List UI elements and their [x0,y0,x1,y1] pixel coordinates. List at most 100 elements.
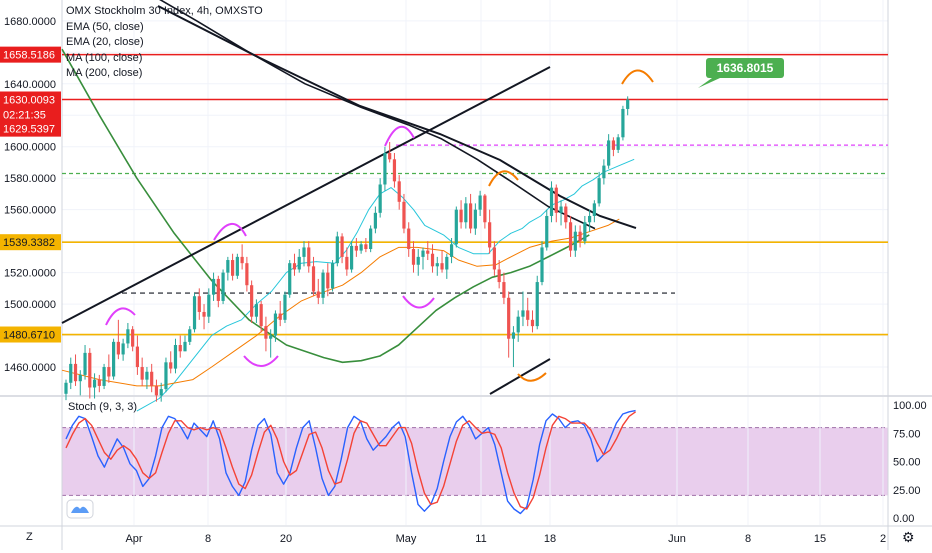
candle-up[interactable] [145,371,149,380]
candle-up[interactable] [226,260,230,273]
candle-up[interactable] [473,209,477,229]
candle-down[interactable] [507,297,511,339]
candle-down[interactable] [411,249,416,265]
candle-up[interactable] [359,244,363,251]
candle-down[interactable] [107,367,111,377]
candle-down[interactable] [354,245,358,251]
candle-down[interactable] [264,326,268,339]
candle-up[interactable] [435,263,439,267]
candle-down[interactable] [73,363,78,382]
candle-up[interactable] [254,304,258,317]
candle-down[interactable] [483,195,487,223]
candle-up[interactable] [350,245,354,270]
candle-up[interactable] [540,247,544,283]
candle-up[interactable] [592,203,596,216]
trendline-rising[interactable] [61,66,551,324]
candle-down[interactable] [430,253,435,267]
candle-down[interactable] [488,222,492,248]
candle-up[interactable] [235,256,239,276]
candle-down[interactable] [554,187,558,213]
candle-down[interactable] [564,206,568,223]
candle-up[interactable] [373,212,377,229]
candle-up[interactable] [192,296,197,330]
candle-up[interactable] [445,256,449,270]
candle-down[interactable] [140,367,144,380]
candle-down[interactable] [307,247,311,267]
candle-down[interactable] [240,256,244,264]
candle-down[interactable] [502,282,506,298]
candle-down[interactable] [278,313,282,320]
candle-up[interactable] [449,244,454,257]
candle-down[interactable] [316,291,320,298]
candle-down[interactable] [426,250,430,254]
candle-up[interactable] [378,184,382,213]
ema-50-line[interactable] [61,218,620,387]
candle-down[interactable] [202,311,206,317]
candle-up[interactable] [583,222,587,242]
candle-down[interactable] [364,244,368,250]
candle-up[interactable] [297,256,301,270]
stoch-d-line[interactable] [65,411,637,510]
arc-magenta-4[interactable] [384,125,415,147]
candle-up[interactable] [92,379,97,388]
candle-up[interactable] [221,272,225,301]
candle-down[interactable] [459,209,463,223]
candle-up[interactable] [626,99,630,109]
candle-up[interactable] [535,282,539,327]
candle-down[interactable] [131,329,135,347]
candle-down[interactable] [407,228,411,250]
candle-down[interactable] [397,181,401,202]
candle-up[interactable] [330,263,335,289]
candle-up[interactable] [188,329,192,342]
candle-up[interactable] [102,367,106,386]
candle-up[interactable] [283,294,287,320]
candle-down[interactable] [497,269,501,283]
settings-icon[interactable]: ⚙ [902,529,915,545]
candle-up[interactable] [421,250,425,257]
candle-up[interactable] [121,343,125,355]
candle-up[interactable] [545,215,549,248]
arc-magenta-2[interactable] [213,223,247,241]
candle-up[interactable] [559,206,563,213]
candle-up[interactable] [511,332,516,339]
candle-down[interactable] [345,256,349,270]
candle-down[interactable] [178,345,182,352]
z-button[interactable]: Z [26,531,33,543]
candle-up[interactable] [516,316,520,333]
candle-down[interactable] [402,201,406,229]
arc-orange-1[interactable] [488,170,519,187]
candle-up[interactable] [521,310,525,317]
candle-down[interactable] [154,385,159,396]
candle-down[interactable] [116,341,120,355]
candle-down[interactable] [611,140,615,150]
candle-up[interactable] [83,352,87,375]
arc-magenta-3[interactable] [243,355,279,367]
ma-100-line[interactable] [61,48,590,364]
candle-up[interactable] [164,362,168,390]
candle-down[interactable] [326,272,330,289]
candle-up[interactable] [369,228,373,250]
candle-up[interactable] [173,345,178,369]
candle-down[interactable] [169,362,173,369]
candle-down[interactable] [526,310,530,320]
candle-down[interactable] [492,247,496,270]
ema-20-line[interactable] [136,158,635,412]
candle-up[interactable] [321,272,325,298]
candle-down[interactable] [392,159,397,182]
stoch-k-line[interactable] [65,409,636,515]
candle-down[interactable] [440,263,444,270]
candle-down[interactable] [259,304,263,327]
candle-up[interactable] [454,209,458,245]
candle-up[interactable] [273,313,278,336]
candle-down[interactable] [311,266,316,292]
candle-up[interactable] [112,341,116,377]
candle-up[interactable] [269,335,273,339]
price-callout[interactable]: 1636.8015 [698,58,784,88]
candle-down[interactable] [578,231,582,242]
candle-up[interactable] [416,256,420,265]
candle-down[interactable] [150,371,154,386]
candle-up[interactable] [159,389,163,396]
candle-up[interactable] [211,278,216,295]
candle-down[interactable] [231,260,235,276]
